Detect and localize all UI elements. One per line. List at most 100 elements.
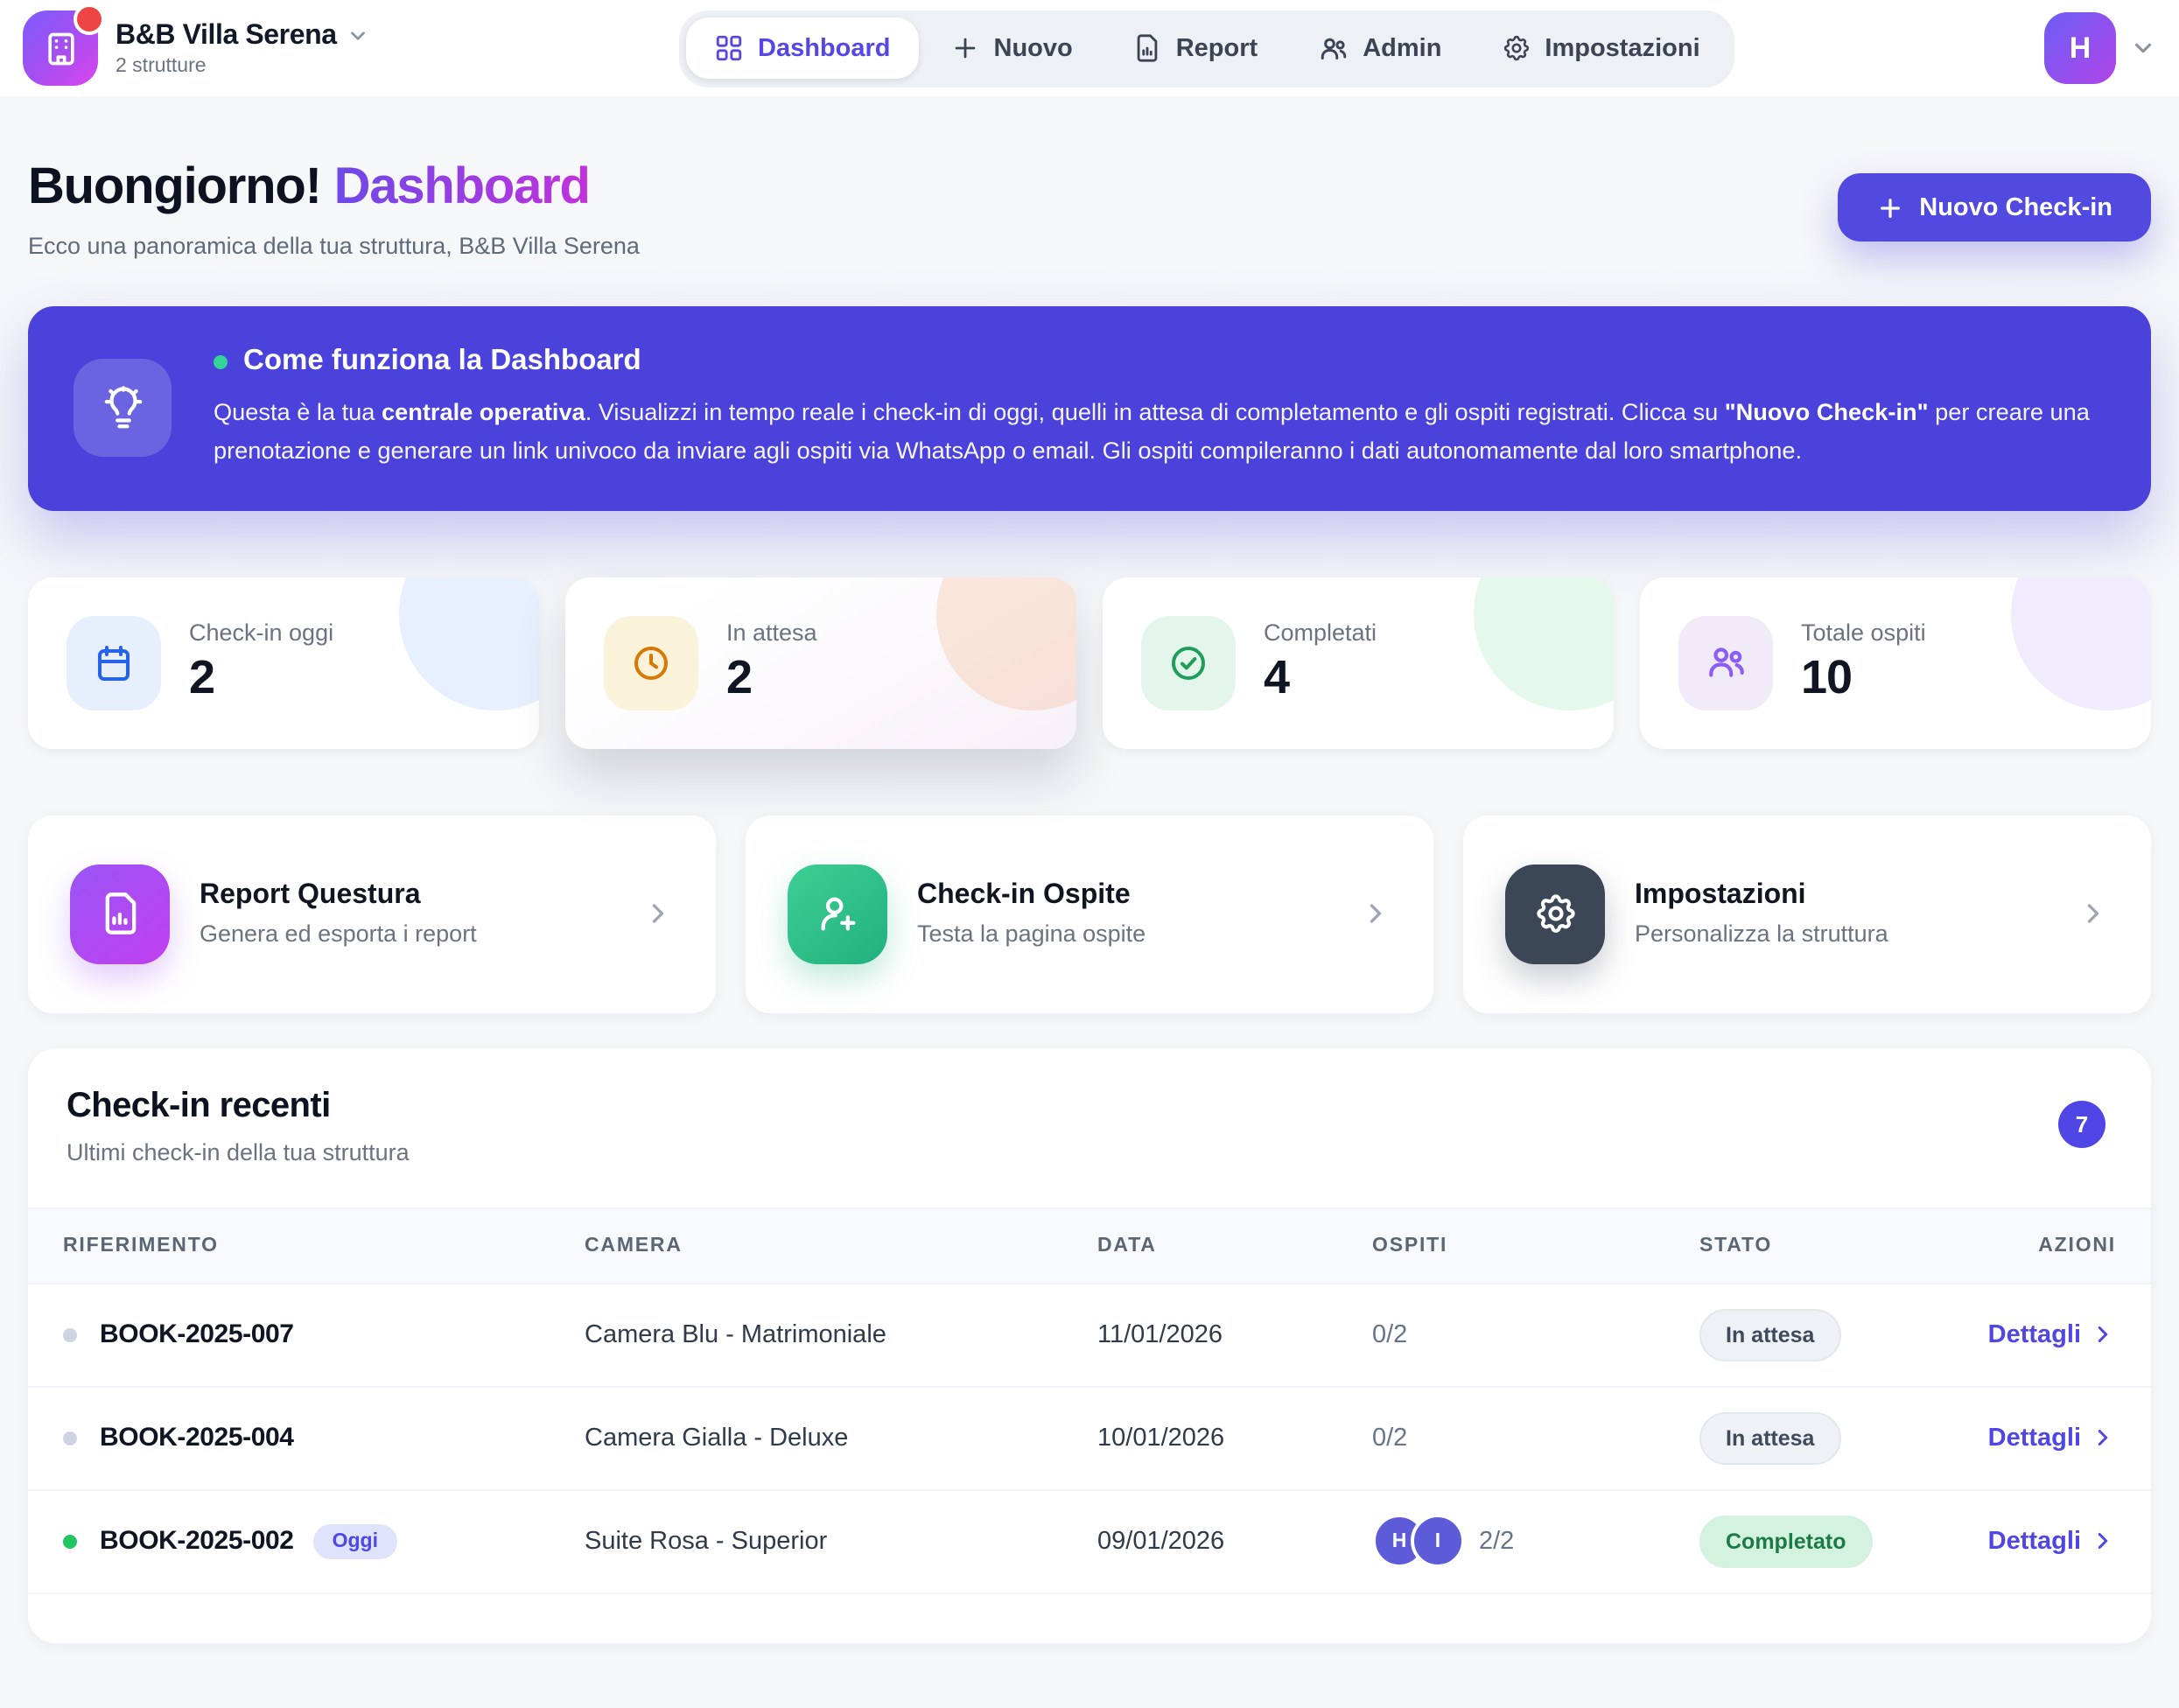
stat-card-checkin-oggi[interactable]: Check-in oggi 2 (28, 577, 539, 749)
nav-item-impostazioni[interactable]: Impostazioni (1473, 18, 1727, 79)
page-title-accent: Dashboard (333, 159, 591, 215)
greeting: Buongiorno! (28, 159, 322, 215)
status-badge: In attesa (1699, 1308, 1841, 1362)
topbar: B&B Villa Serena 2 strutture Dashboard (0, 0, 2179, 96)
action-subtitle: Testa la pagina ospite (917, 920, 1146, 948)
chevron-down-icon (2130, 35, 2156, 61)
stat-label: In attesa (726, 620, 817, 647)
decor-blob (936, 577, 1076, 710)
dettagli-link[interactable]: Dettagli (1971, 1527, 2116, 1555)
nav-item-dashboard[interactable]: Dashboard (686, 18, 919, 79)
camera-cell: Camera Gialla - Deluxe (585, 1424, 849, 1452)
oggi-badge: Oggi (312, 1523, 397, 1559)
action-title: Check-in Ospite (917, 880, 1131, 911)
stat-value: 4 (1264, 651, 1290, 704)
recent-checkins-card: Check-in recenti Ultimi check-in della t… (28, 1047, 2151, 1643)
guest-count: 2/2 (1479, 1527, 1515, 1556)
nav-item-admin[interactable]: Admin (1289, 17, 1469, 80)
chevron-right-icon (2098, 1430, 2108, 1446)
action-subtitle: Personalizza la struttura (1635, 920, 1888, 948)
stat-card-totale-ospiti[interactable]: Totale ospiti 10 (1640, 577, 2151, 749)
column-header-ospiti: Ospiti (1372, 1235, 1448, 1256)
booking-ref: BOOK-2025-002 (100, 1526, 294, 1557)
guest-avatar: I (1411, 1514, 1465, 1569)
property-selector[interactable]: B&B Villa Serena 2 strutture (23, 4, 370, 86)
table-header-row: Riferimento Camera Data Ospiti Stato Azi… (28, 1207, 2151, 1284)
action-title: Report Questura (200, 880, 421, 911)
dettagli-link[interactable]: Dettagli (1971, 1320, 2116, 1348)
gear-icon (1505, 864, 1605, 964)
dettagli-label: Dettagli (1987, 1320, 2081, 1349)
page-header: Buongiorno! Dashboard Ecco una panoramic… (28, 156, 2151, 259)
status-badge: Completato (1699, 1515, 1873, 1568)
main-nav: Dashboard Nuovo Report (679, 10, 1735, 87)
plus-icon (1875, 193, 1903, 221)
action-subtitle: Genera ed esporta i report (200, 920, 477, 948)
booking-ref: BOOK-2025-007 (100, 1320, 294, 1350)
decor-blob (1474, 577, 1614, 710)
cta-label: Nuovo Check-in (1919, 193, 2112, 221)
booking-ref: BOOK-2025-004 (100, 1423, 294, 1453)
building-icon (41, 29, 80, 67)
chevron-right-icon (642, 898, 674, 929)
nav-item-nuovo[interactable]: Nuovo (922, 18, 1101, 79)
status-badge: In attesa (1699, 1411, 1841, 1465)
stat-card-completati[interactable]: Completati 4 (1103, 577, 1614, 749)
column-header-camera: Camera (585, 1235, 683, 1256)
action-card-impostazioni[interactable]: Impostazioni Personalizza la struttura (1463, 815, 2151, 1013)
column-header-riferimento: Riferimento (63, 1235, 219, 1256)
data-cell: 11/01/2026 (1097, 1320, 1223, 1349)
table-row: BOOK-2025-007 Camera Blu - Matrimoniale … (28, 1284, 2151, 1388)
count-badge: 7 (2058, 1100, 2105, 1148)
action-card-report-questura[interactable]: Report Questura Genera ed esporta i repo… (28, 815, 716, 1013)
dettagli-link[interactable]: Dettagli (1971, 1424, 2116, 1452)
section-subtitle: Ultimi check-in della tua struttura (67, 1138, 410, 1166)
chevron-right-icon (2077, 898, 2109, 929)
stat-value: 2 (189, 651, 215, 704)
banner-text: Questa è la tua centrale operativa. Visu… (214, 399, 2090, 465)
data-cell: 10/01/2026 (1097, 1424, 1225, 1452)
clock-icon (604, 615, 698, 710)
action-card-checkin-ospite[interactable]: Check-in Ospite Testa la pagina ospite (746, 815, 1433, 1013)
users-icon (1678, 615, 1773, 710)
user-menu[interactable]: H (2043, 12, 2156, 84)
brand-subtitle: 2 strutture (116, 55, 207, 76)
stat-label: Totale ospiti (1801, 620, 1926, 647)
row-status-dot (63, 1534, 77, 1549)
decor-blob (399, 577, 539, 710)
nav-label: Report (1175, 34, 1258, 62)
stat-label: Completati (1264, 620, 1377, 647)
chevron-right-icon (1360, 898, 1391, 929)
column-header-azioni: Azioni (2038, 1235, 2116, 1256)
section-title: Check-in recenti (67, 1086, 331, 1125)
page-title: Buongiorno! Dashboard (28, 156, 640, 219)
status-dot (214, 354, 228, 368)
stat-card-in-attesa[interactable]: In attesa 2 (565, 577, 1076, 749)
info-banner: Come funziona la Dashboard Questa è la t… (28, 306, 2151, 511)
stat-label: Check-in oggi (189, 620, 334, 647)
table-row: BOOK-2025-004 Camera Gialla - Deluxe 10/… (28, 1387, 2151, 1491)
nav-item-report[interactable]: Report (1104, 18, 1286, 79)
avatar-stack: H I (1372, 1514, 1465, 1569)
data-cell: 09/01/2026 (1097, 1527, 1225, 1556)
quick-actions-row: Report Questura Genera ed esporta i repo… (28, 815, 2151, 1013)
nav-label: Impostazioni (1545, 34, 1700, 62)
avatar: H (2043, 12, 2116, 84)
camera-cell: Camera Blu - Matrimoniale (585, 1320, 886, 1349)
brand-logo (23, 4, 105, 86)
stat-value: 2 (726, 651, 753, 704)
nav-label: Dashboard (758, 34, 891, 62)
row-status-dot (63, 1431, 77, 1446)
lightbulb-icon (74, 359, 172, 458)
admin-users-icon (1317, 32, 1349, 64)
grid-icon (714, 33, 744, 63)
action-title: Impostazioni (1635, 880, 1806, 911)
calendar-icon (67, 615, 161, 710)
new-checkin-button[interactable]: Nuovo Check-in (1837, 173, 2151, 242)
gear-icon (1501, 33, 1531, 63)
stat-value: 10 (1801, 651, 1853, 704)
column-header-stato: Stato (1699, 1235, 1773, 1256)
chevron-down-icon (347, 24, 370, 47)
check-circle-icon (1141, 615, 1236, 710)
